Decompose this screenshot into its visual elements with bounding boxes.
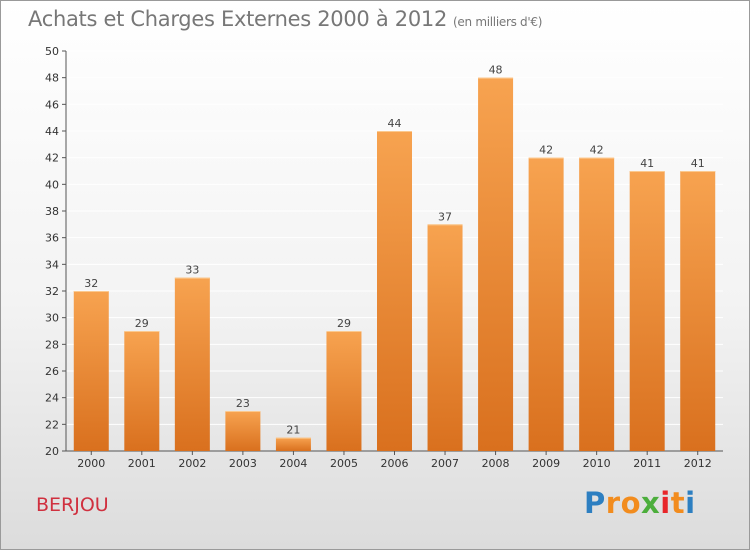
proxiti-logo: Proxiti <box>584 486 696 520</box>
y-tick-label: 48 <box>45 72 59 85</box>
x-tick-label: 2010 <box>583 457 611 470</box>
x-tick-label: 2007 <box>431 457 459 470</box>
x-tick-label: 2003 <box>229 457 257 470</box>
bar <box>73 291 109 451</box>
logo-letter: o <box>620 486 642 520</box>
y-tick-label: 28 <box>45 338 59 351</box>
y-tick-label: 24 <box>45 392 59 405</box>
x-tick-label: 2001 <box>128 457 156 470</box>
logo-letter: r <box>605 486 621 520</box>
y-tick-label: 44 <box>45 125 59 138</box>
data-label: 42 <box>539 144 553 157</box>
y-tick-label: 32 <box>45 285 59 298</box>
bar <box>124 331 160 451</box>
x-tick-label: 2012 <box>684 457 712 470</box>
commune-name: BERJOU <box>36 494 109 516</box>
data-label: 33 <box>185 264 199 277</box>
data-label: 41 <box>640 157 654 170</box>
y-tick-label: 30 <box>45 312 59 325</box>
x-tick-label: 2004 <box>279 457 307 470</box>
bar <box>275 437 311 451</box>
bar <box>478 77 514 452</box>
data-label: 37 <box>438 210 452 223</box>
y-tick-label: 46 <box>45 98 59 111</box>
bar <box>326 331 362 451</box>
data-label: 48 <box>489 64 503 77</box>
y-tick-label: 34 <box>45 258 59 271</box>
y-tick-label: 20 <box>45 445 59 458</box>
data-label: 21 <box>286 424 300 437</box>
bar <box>579 157 615 451</box>
logo-letter: P <box>584 486 606 520</box>
x-tick-label: 2008 <box>482 457 510 470</box>
y-tick-label: 26 <box>45 365 59 378</box>
x-tick-label: 2000 <box>77 457 105 470</box>
logo-letter: x <box>641 486 661 520</box>
unit-note: (en milliers d'€) <box>453 15 543 29</box>
data-label: 32 <box>84 277 98 290</box>
data-label: 44 <box>388 117 402 130</box>
bar <box>629 171 665 451</box>
x-tick-label: 2009 <box>532 457 560 470</box>
y-tick-label: 40 <box>45 178 59 191</box>
x-tick-label: 2006 <box>381 457 409 470</box>
data-label: 41 <box>691 157 705 170</box>
data-label: 29 <box>337 317 351 330</box>
logo-letter: i <box>660 486 671 520</box>
y-tick-label: 42 <box>45 152 59 165</box>
logo-letter: i <box>685 486 696 520</box>
chart-title: Achats et Charges Externes 2000 à 2012 (e… <box>28 7 543 31</box>
data-label: 29 <box>135 317 149 330</box>
bar <box>225 411 261 451</box>
y-tick-label: 50 <box>45 45 59 58</box>
y-tick-label: 22 <box>45 418 59 431</box>
bar <box>528 157 564 451</box>
bar <box>377 131 412 451</box>
bar <box>680 171 716 451</box>
x-tick-label: 2002 <box>178 457 206 470</box>
bar <box>427 224 463 451</box>
data-label: 23 <box>236 397 250 410</box>
logo-letter: t <box>670 486 686 520</box>
y-tick-label: 36 <box>45 232 59 245</box>
data-label: 42 <box>590 144 604 157</box>
x-tick-label: 2011 <box>633 457 661 470</box>
bar <box>174 277 210 451</box>
x-tick-label: 2005 <box>330 457 358 470</box>
y-tick-label: 38 <box>45 205 59 218</box>
